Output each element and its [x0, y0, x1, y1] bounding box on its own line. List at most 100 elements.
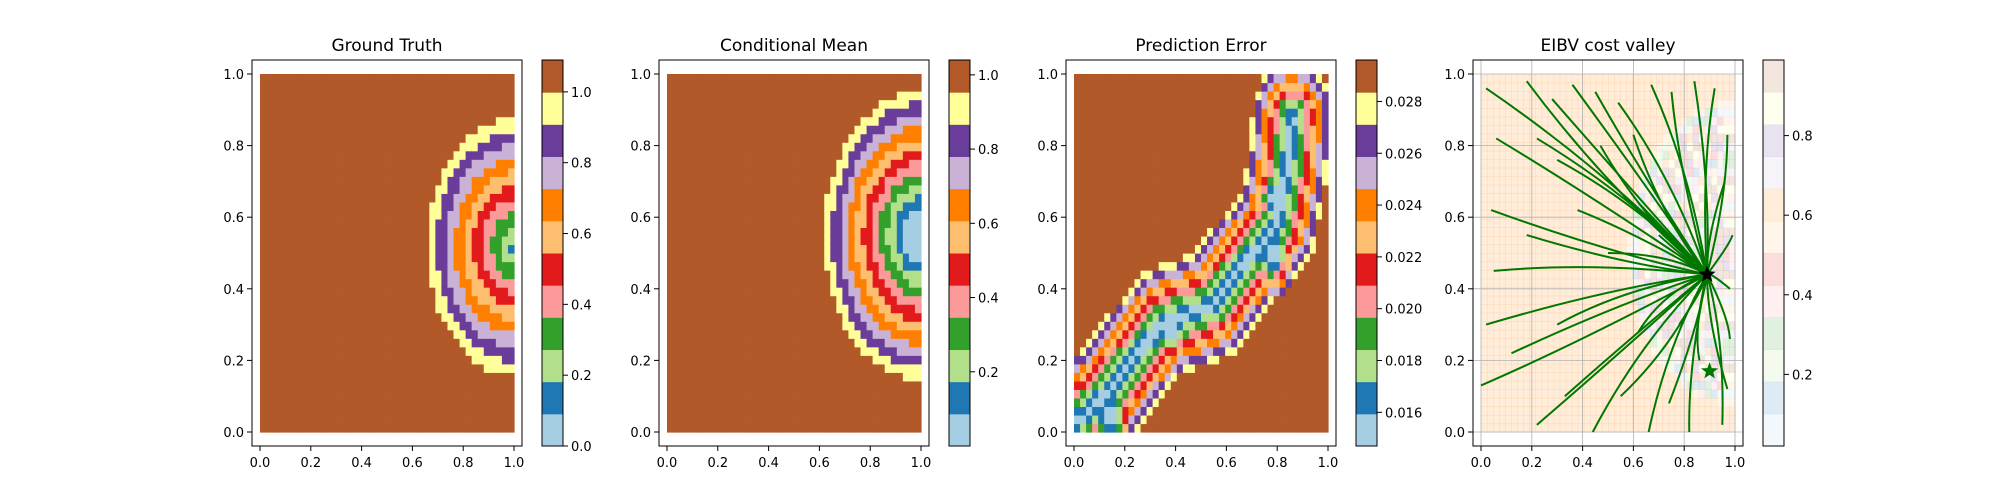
heatmap-cell [423, 193, 430, 203]
heatmap-cell [266, 380, 273, 390]
heatmap-cell [763, 91, 771, 101]
heatmap-cell [1146, 150, 1154, 160]
heatmap-cell [296, 201, 303, 211]
heatmap-cell [866, 91, 874, 101]
heatmap-cell [453, 372, 461, 382]
heatmap-cell [1182, 142, 1190, 152]
heatmap-cell [429, 142, 436, 152]
heatmap-cell [1086, 329, 1093, 339]
heatmap-cell [356, 355, 364, 365]
heatmap-cell [673, 210, 680, 220]
heatmap-cell [1140, 295, 1148, 305]
heatmap-cell [727, 295, 735, 305]
heatmap-cell [1158, 380, 1166, 390]
heatmap-cell [751, 406, 759, 416]
heatmap-cell [495, 244, 503, 254]
heatmap-cell [751, 287, 759, 297]
heatmap-cell [350, 142, 358, 152]
heatmap-cell [338, 116, 346, 126]
heatmap-cell [441, 125, 449, 135]
heatmap-cell [896, 406, 904, 416]
heatmap-cell [1231, 176, 1238, 186]
heatmap-cell [1134, 82, 1142, 92]
heatmap-cell [1152, 278, 1160, 288]
heatmap-cell [453, 176, 461, 186]
heatmap-cell [1188, 201, 1196, 211]
heatmap-cell [842, 167, 850, 177]
heatmap-cell [902, 355, 910, 365]
heatmap-cell [1098, 423, 1105, 433]
heatmap-cell [733, 116, 741, 126]
heatmap-cell [1188, 133, 1196, 143]
heatmap-cell [507, 397, 515, 408]
heatmap-cell [441, 210, 449, 220]
heatmap-cell [314, 270, 322, 280]
heatmap-cell [272, 91, 279, 101]
heatmap-cell [495, 304, 503, 314]
heatmap-cell [489, 363, 497, 373]
heatmap-cell [1074, 227, 1081, 237]
heatmap-cell [1255, 108, 1263, 118]
heatmap-cell [1243, 397, 1250, 408]
heatmap-cell [1074, 235, 1081, 246]
heatmap-cell [1231, 321, 1238, 331]
heatmap-cell [405, 176, 412, 186]
heatmap-cell [872, 397, 880, 408]
heatmap-cell [1116, 176, 1123, 186]
heatmap-cell [368, 329, 376, 339]
heatmap-cell [1122, 423, 1130, 433]
heatmap-cell [1237, 321, 1244, 331]
heatmap-cell [1122, 99, 1130, 109]
heatmap-cell [697, 321, 704, 331]
heatmap-cell [872, 295, 880, 305]
heatmap-cell [320, 167, 328, 177]
heatmap-cell [824, 270, 831, 280]
heatmap-cell [1213, 338, 1220, 348]
heatmap-cell [902, 82, 910, 92]
heatmap-cell [1152, 125, 1160, 135]
heatmap-cell [709, 244, 716, 254]
heatmap-cell [308, 184, 316, 194]
heatmap-cell [362, 261, 370, 271]
heatmap-cell [1092, 82, 1099, 92]
heatmap-cell [697, 235, 704, 246]
heatmap-cell [830, 389, 837, 399]
heatmap-cell [902, 74, 910, 84]
heatmap-cell [1225, 372, 1232, 382]
heatmap-cell [890, 261, 898, 271]
heatmap-cell [260, 423, 267, 433]
heatmap-cell [1219, 193, 1226, 203]
heatmap-cell [1243, 372, 1250, 382]
heatmap-cell [818, 159, 825, 169]
heatmap-cell [787, 227, 795, 237]
heatmap-cell [374, 397, 382, 408]
heatmap-cell [356, 423, 364, 433]
heatmap-cell [721, 338, 729, 348]
heatmap-cell [830, 295, 837, 305]
heatmap-cell [411, 210, 418, 220]
heatmap-cell [356, 321, 364, 331]
heatmap-cell [441, 406, 449, 416]
heatmap-cell [769, 380, 777, 390]
heatmap-cell [800, 82, 807, 92]
heatmap-cell [1140, 278, 1148, 288]
heatmap-cell [775, 380, 783, 390]
heatmap-cell [290, 150, 297, 160]
heatmap-cell [733, 159, 741, 169]
heatmap-cell [495, 406, 503, 416]
heatmap-cell [703, 338, 710, 348]
heatmap-cell [854, 235, 862, 246]
heatmap-cell [501, 150, 509, 160]
heatmap-cell [1219, 142, 1226, 152]
heatmap-cell [769, 329, 777, 339]
heatmap-cell [1255, 295, 1263, 305]
heatmap-cell [763, 82, 771, 92]
heatmap-cell [411, 270, 418, 280]
heatmap-cell [320, 312, 328, 322]
heatmap-cell [1170, 167, 1178, 177]
heatmap-cell [362, 295, 370, 305]
heatmap-cell [411, 397, 418, 408]
heatmap-cell [447, 278, 455, 288]
heatmap-cell [429, 218, 436, 229]
heatmap-cell [411, 184, 418, 194]
